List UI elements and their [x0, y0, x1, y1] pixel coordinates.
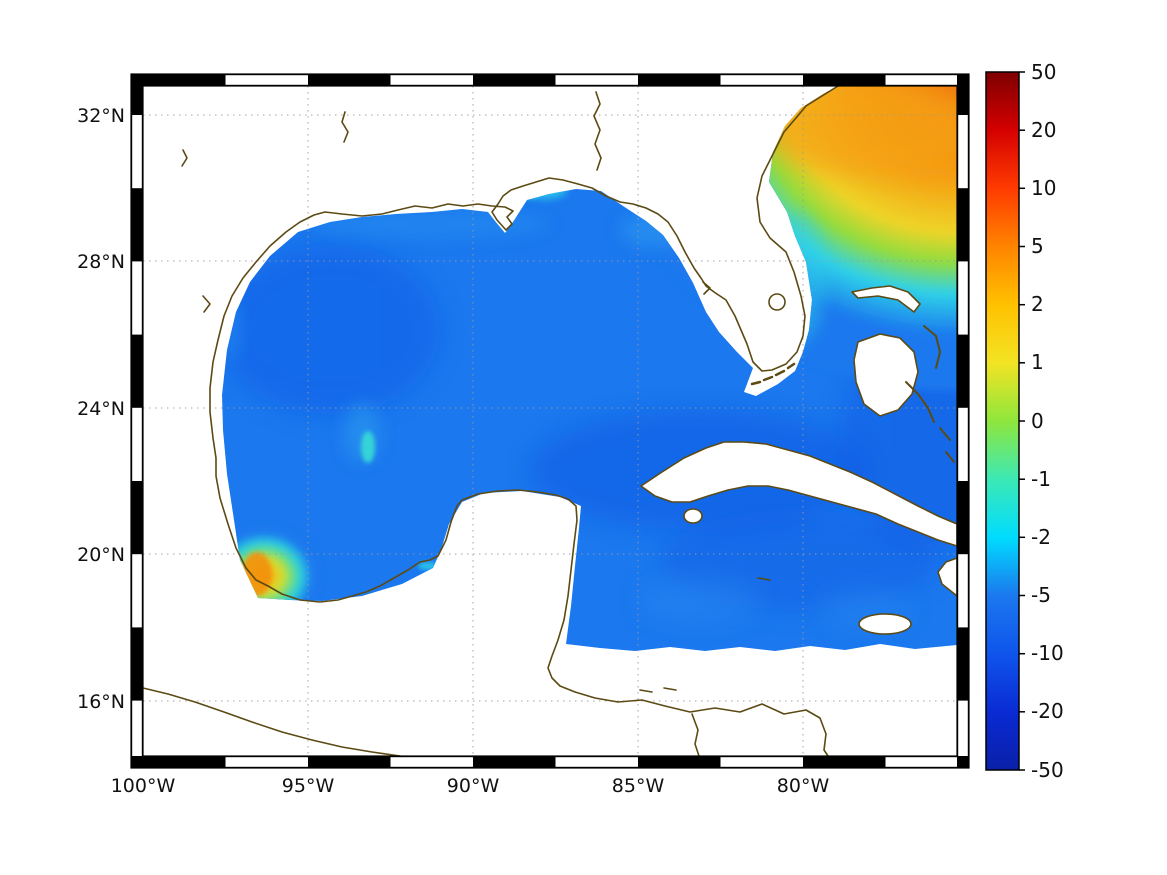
- florida-keys: [750, 362, 796, 386]
- cb-label-50: 50: [1031, 60, 1056, 84]
- cb-label-m1: -1: [1031, 467, 1051, 491]
- x-tick-label-90w: 90°W: [447, 775, 500, 797]
- y-tick-label-16n: 16°N: [77, 691, 125, 713]
- nicaragua-coastline: [691, 713, 700, 757]
- cb-label-2: 2: [1031, 292, 1044, 316]
- lake-okeechobee: [768, 293, 786, 311]
- x-axis-labels: 100°W 95°W 90°W 85°W 80°W: [111, 775, 830, 797]
- cb-label-1: 1: [1031, 350, 1044, 374]
- x-tick-label-100w: 100°W: [111, 775, 176, 797]
- y-tick-label-24n: 24°N: [77, 398, 125, 420]
- y-tick-label-28n: 28°N: [77, 251, 125, 273]
- map-frame: [130, 73, 970, 769]
- coastlines: [142, 85, 958, 757]
- gridlines: [143, 86, 957, 756]
- jamaica: [858, 613, 912, 635]
- frame-white-segments: [132, 75, 968, 767]
- cb-label-m2: -2: [1031, 525, 1051, 549]
- x-tick-label-95w: 95°W: [282, 775, 335, 797]
- cb-label-m10: -10: [1031, 641, 1064, 665]
- cb-label-m50: -50: [1031, 758, 1064, 782]
- cb-label-20: 20: [1031, 118, 1056, 142]
- islands: [640, 285, 958, 635]
- isla-juventud: [683, 508, 703, 524]
- colorbar-ticks: [1019, 71, 1025, 771]
- mainland-coastline: [209, 85, 839, 757]
- pacific-coastline: [142, 687, 401, 757]
- cb-label-5: 5: [1031, 234, 1044, 258]
- cb-label-10: 10: [1031, 176, 1056, 200]
- cb-label-0: 0: [1031, 409, 1044, 433]
- x-tick-label-85w: 85°W: [612, 775, 665, 797]
- x-tick-label-80w: 80°W: [777, 775, 830, 797]
- y-axis-labels: 32°N 28°N 24°N 20°N 16°N: [77, 105, 125, 713]
- rivers-and-lagoons: [181, 91, 771, 693]
- cb-label-m5: -5: [1031, 583, 1051, 607]
- bahamas-islands: [851, 285, 955, 463]
- y-tick-label-32n: 32°N: [77, 105, 125, 127]
- colorbar-gradient: [985, 71, 1020, 771]
- colorbar: 50 20 10 5 2 1 0 -1 -2 -5 -10 -20 -50: [985, 60, 1064, 782]
- colorbar-tick-labels: 50 20 10 5 2 1 0 -1 -2 -5 -10 -20 -50: [1031, 60, 1064, 782]
- cb-label-m20: -20: [1031, 699, 1064, 723]
- y-tick-label-20n: 20°N: [77, 544, 125, 566]
